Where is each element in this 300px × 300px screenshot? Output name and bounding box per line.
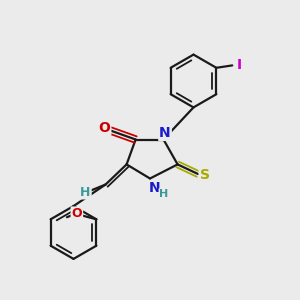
Text: O: O bbox=[72, 207, 82, 220]
Text: O: O bbox=[98, 121, 110, 134]
Text: N: N bbox=[159, 126, 171, 140]
Text: H: H bbox=[80, 185, 91, 199]
Text: I: I bbox=[237, 58, 242, 72]
Text: N: N bbox=[149, 181, 160, 195]
Text: S: S bbox=[200, 168, 210, 182]
Text: H: H bbox=[160, 189, 169, 199]
